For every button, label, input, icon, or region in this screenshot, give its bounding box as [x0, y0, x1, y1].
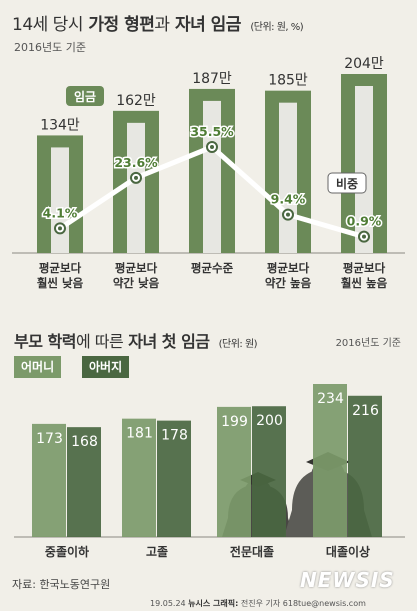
education-bar	[252, 406, 286, 537]
bottom-title-bold-1: 부모 학력	[14, 332, 76, 351]
bottom-title-mid: 에 따른	[75, 332, 124, 351]
bottom-year-note: 2016년도 기준	[335, 338, 401, 349]
footer: 19.05.24 뉴시스 그래픽: 전진우 기자 618tue@newsis.c…	[150, 598, 366, 609]
category-label: 평균수준	[191, 261, 234, 275]
share-label: 0.9%	[347, 214, 382, 229]
wage-label: 162만	[116, 93, 156, 109]
wage-bar-stripe	[355, 86, 373, 253]
category-label: 훨씬 낮음	[37, 276, 84, 290]
education-value: 199	[221, 414, 248, 430]
education-bar	[157, 420, 191, 537]
title-bold-1: 가정 형편	[88, 15, 155, 35]
category-label: 평균보다	[115, 261, 158, 275]
education-category: 중졸이하	[45, 544, 89, 559]
category-label: 평균보다	[343, 261, 386, 275]
share-label: 23.6%	[114, 155, 158, 170]
tag-ratio: 비중	[336, 176, 358, 191]
share-point-core	[58, 226, 62, 231]
education-bar	[122, 418, 156, 537]
share-point-core	[134, 175, 138, 180]
education-value: 216	[352, 403, 379, 419]
bottom-title-bold-2: 자녀 첫 임금	[128, 332, 210, 351]
footer-agency: 뉴시스 그래픽:	[188, 599, 239, 608]
bottom-title: 부모 학력에 따른 자녀 첫 임금 (단위: 원)	[14, 328, 258, 352]
wage-bar-stripe	[203, 100, 221, 254]
top-title: 14세 당시 가정 형편과 자녀 임금 (단위: 원, %)	[12, 10, 304, 35]
tag-wage-bg	[66, 86, 104, 106]
wage-label: 134만	[40, 117, 80, 133]
education-bar	[67, 427, 101, 537]
share-label: 35.5%	[190, 124, 234, 139]
wage-bar-stripe	[127, 122, 145, 254]
legend-father: 아버지	[82, 356, 130, 378]
title-bold-2: 자녀 임금	[174, 15, 241, 35]
tag-wage: 임금	[74, 90, 96, 104]
education-category: 전문대졸	[230, 544, 274, 559]
top-unit: (단위: 원, %)	[250, 22, 304, 33]
share-label: 9.4%	[271, 192, 306, 207]
share-point-core	[210, 145, 214, 149]
category-label: 약간 높음	[265, 276, 312, 290]
category-label: 평균보다	[39, 261, 82, 275]
education-bar	[217, 406, 251, 537]
education-bar	[348, 395, 382, 537]
bottom-unit: (단위: 원)	[218, 339, 258, 350]
education-value: 181	[126, 426, 153, 442]
wage-label: 204만	[344, 56, 384, 72]
education-value: 200	[256, 413, 283, 429]
brand-logo: NEWSIS	[300, 568, 395, 592]
share-point-core	[286, 212, 290, 217]
education-value: 168	[71, 434, 98, 450]
education-category: 고졸	[146, 545, 168, 559]
education-value: 173	[36, 431, 63, 447]
top-subtitle: 2016년도 기준	[14, 41, 86, 54]
source-note: 자료: 한국노동연구원	[12, 578, 111, 591]
share-point-core	[362, 234, 366, 239]
education-bar	[313, 384, 347, 537]
education-category: 대졸이상	[326, 544, 370, 559]
education-value: 178	[161, 428, 188, 444]
category-label: 약간 낮음	[113, 276, 160, 290]
title-mid: 과	[154, 15, 170, 35]
legend-mother: 어머니	[14, 356, 62, 378]
category-label: 평균보다	[267, 261, 310, 275]
category-label: 훨씬 높음	[341, 276, 388, 290]
title-prefix: 14세 당시	[12, 15, 83, 35]
footer-date: 19.05.24	[150, 599, 186, 608]
wage-label: 187만	[192, 71, 232, 87]
education-value: 234	[317, 391, 344, 407]
footer-credit: 전진우 기자 618tue@newsis.com	[240, 599, 366, 608]
wage-label: 185만	[268, 73, 308, 89]
share-label: 4.1%	[43, 205, 78, 220]
education-bar	[32, 423, 66, 537]
tag-ratio-bg	[327, 172, 367, 194]
